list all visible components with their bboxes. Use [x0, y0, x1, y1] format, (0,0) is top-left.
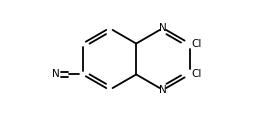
Text: N: N [159, 23, 167, 33]
Text: Cl: Cl [191, 39, 201, 48]
Text: N: N [52, 70, 60, 79]
Text: N: N [159, 85, 167, 95]
Text: Cl: Cl [191, 70, 201, 79]
